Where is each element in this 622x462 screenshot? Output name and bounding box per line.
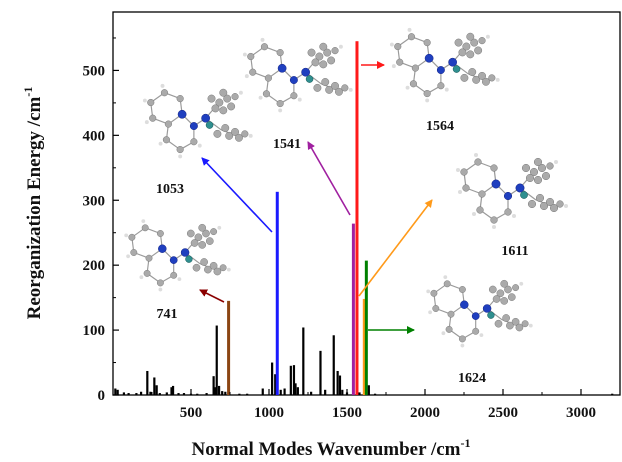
mode-1541-molecule xyxy=(242,37,354,113)
bar-1160 xyxy=(292,365,296,395)
mode-1611-label: 1611 xyxy=(501,244,528,259)
y-tick-label-200: 200 xyxy=(83,258,106,274)
y-axis-title: Reorganization Energy /cm-1 xyxy=(21,87,45,320)
mode-1053-molecule xyxy=(142,83,254,159)
bar-345 xyxy=(165,392,168,395)
x-axis-title: Normal Modes Wavenumber /cm-1 xyxy=(192,436,471,460)
bar-720 xyxy=(224,391,227,395)
bar-741 xyxy=(227,300,231,395)
mode-1624-label: 1624 xyxy=(458,371,486,386)
bar-540 xyxy=(196,393,199,395)
bar-420 xyxy=(177,393,180,395)
bar-1680 xyxy=(373,393,377,395)
bar-3200 xyxy=(611,393,614,395)
bar-1415 xyxy=(332,335,335,395)
bar-220 xyxy=(146,370,149,395)
bar-1541 xyxy=(351,223,355,395)
bar-265 xyxy=(153,377,156,395)
bar-1564 xyxy=(355,41,359,396)
bar-645 xyxy=(212,376,215,395)
bar-1360 xyxy=(324,389,327,395)
x-tick-label-2500: 2500 xyxy=(488,405,518,421)
bar-1220 xyxy=(302,327,305,395)
y-tick-label-300: 300 xyxy=(83,193,106,209)
mode-1053-label: 1053 xyxy=(156,182,184,197)
bar-1170 xyxy=(294,383,297,395)
bar-375 xyxy=(170,387,173,395)
bar-655 xyxy=(214,387,217,395)
mode-1624-molecule xyxy=(425,274,534,349)
bar-860 xyxy=(246,393,249,395)
bar-455 xyxy=(182,393,186,395)
mode-1541-label: 1541 xyxy=(273,137,301,152)
bar-1330 xyxy=(319,350,322,395)
bar-960 xyxy=(261,388,264,395)
bar-810 xyxy=(238,393,241,395)
bar-240 xyxy=(149,391,152,395)
bar-15 xyxy=(114,388,117,395)
bar-700 xyxy=(221,391,224,395)
ticks-group: 500 1000 1500 2000 2500 3000 0 100 200 300 400 500 xyxy=(83,37,596,421)
bar-1455 xyxy=(338,375,342,395)
bar-1053 xyxy=(275,191,279,395)
x-tick-label-3000: 3000 xyxy=(566,405,596,421)
bar-1611 xyxy=(362,298,366,395)
mode-1053-arrow xyxy=(201,157,273,233)
bar-150 xyxy=(135,393,138,395)
bar-1640 xyxy=(367,385,370,395)
bar-1470 xyxy=(341,389,344,395)
mode-1541-arrow xyxy=(307,141,351,216)
bar-1075 xyxy=(279,389,282,395)
bar-180 xyxy=(139,391,143,395)
bar-1040 xyxy=(274,374,277,395)
mode-1611-molecule xyxy=(455,152,569,230)
bars-group xyxy=(114,41,614,396)
bar-1185 xyxy=(296,387,299,395)
x-tick-label-2000: 2000 xyxy=(410,405,440,421)
mode-1564-label: 1564 xyxy=(426,119,454,134)
bar-100 xyxy=(127,393,130,395)
x-tick-label-500: 500 xyxy=(180,405,203,421)
bar-300 xyxy=(158,393,161,395)
x-tick-label-1500: 1500 xyxy=(332,405,362,421)
bar-1020 xyxy=(271,362,274,395)
bar-680 xyxy=(217,385,221,395)
bar-665 xyxy=(215,325,218,395)
bar-1624 xyxy=(364,260,368,395)
bar-600 xyxy=(205,393,208,395)
y-tick-label-0: 0 xyxy=(98,388,106,404)
bar-1440 xyxy=(336,370,339,395)
bar-70 xyxy=(122,392,126,395)
y-tick-label-400: 400 xyxy=(83,128,106,144)
bar-1100 xyxy=(283,388,286,395)
bar-1270 xyxy=(310,391,313,395)
bar-280 xyxy=(155,385,158,395)
x-tick-label-1000: 1000 xyxy=(254,405,284,421)
bar-1140 xyxy=(289,365,292,395)
bar-30 xyxy=(116,389,119,395)
y-tick-label-100: 100 xyxy=(83,323,106,339)
mode-1564-molecule xyxy=(389,27,501,103)
mode-1611-arrow xyxy=(358,199,433,297)
bar-385 xyxy=(171,385,175,395)
y-tick-label-500: 500 xyxy=(83,63,106,79)
mode-741-label: 741 xyxy=(157,307,178,322)
mode-741-arrow xyxy=(199,289,225,303)
annotations-group: 741 1053 1541 1564 1611 1624 xyxy=(123,27,569,386)
mode-741-molecule xyxy=(123,218,232,293)
bar-1580 xyxy=(358,392,361,395)
